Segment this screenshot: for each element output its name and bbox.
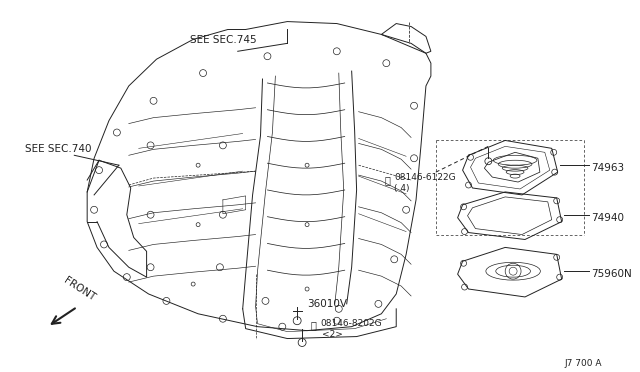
- Text: SEE SEC.745: SEE SEC.745: [190, 35, 257, 45]
- Text: J7 700 A: J7 700 A: [564, 359, 602, 368]
- Text: 74963: 74963: [591, 163, 625, 173]
- Text: 75960N: 75960N: [591, 269, 632, 279]
- Text: <2>: <2>: [322, 330, 343, 339]
- Text: Ⓑ: Ⓑ: [385, 175, 390, 185]
- Text: Ⓑ: Ⓑ: [310, 321, 316, 331]
- Text: FRONT: FRONT: [61, 275, 97, 303]
- Text: 36010V: 36010V: [307, 299, 347, 309]
- Text: SEE SEC.740: SEE SEC.740: [25, 144, 92, 154]
- Text: 08146-8202G: 08146-8202G: [320, 319, 381, 328]
- Text: 08146-6122G: 08146-6122G: [394, 173, 456, 182]
- Text: 74940: 74940: [591, 213, 625, 223]
- Text: ( 4): ( 4): [394, 184, 410, 193]
